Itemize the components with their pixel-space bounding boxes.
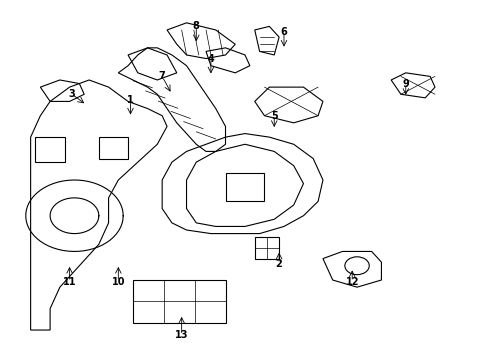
Text: 12: 12 xyxy=(345,277,359,287)
Text: 10: 10 xyxy=(112,277,125,287)
Text: 13: 13 xyxy=(175,330,189,341)
Text: 6: 6 xyxy=(281,27,287,37)
Text: 11: 11 xyxy=(63,277,76,287)
Text: 7: 7 xyxy=(159,71,166,81)
Text: 8: 8 xyxy=(193,21,200,31)
Text: 3: 3 xyxy=(69,89,75,99)
Text: 1: 1 xyxy=(127,95,134,105)
Text: 4: 4 xyxy=(208,54,214,64)
Text: 2: 2 xyxy=(276,259,282,269)
Text: 9: 9 xyxy=(402,78,409,89)
Text: 5: 5 xyxy=(271,111,278,121)
